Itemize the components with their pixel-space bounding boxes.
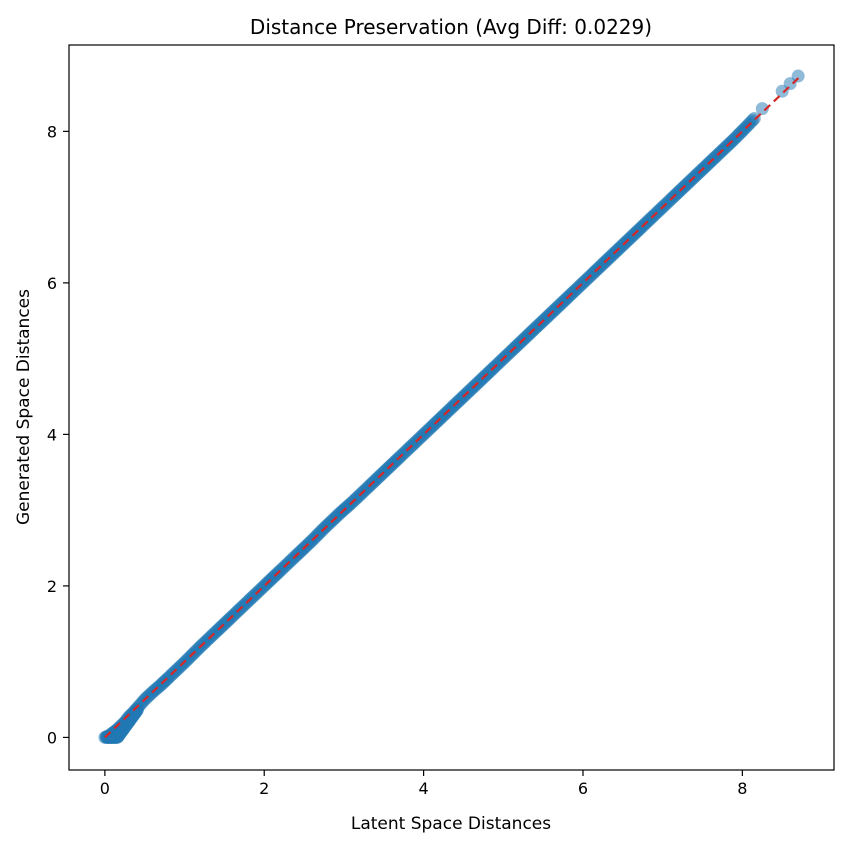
- x-axis: 0 2 4 6 8: [100, 770, 747, 798]
- y-tick-label: 8: [47, 122, 57, 141]
- x-tick-label: 4: [419, 779, 429, 798]
- reference-line: [104, 75, 802, 739]
- x-tick-label: 8: [737, 779, 747, 798]
- scatter-point: [131, 703, 145, 717]
- x-tick-label: 6: [578, 779, 588, 798]
- y-tick-label: 6: [47, 274, 57, 293]
- x-axis-label: Latent Space Distances: [351, 814, 551, 834]
- chart-title: Distance Preservation (Avg Diff: 0.0229): [250, 15, 652, 39]
- scatter-point: [755, 102, 769, 116]
- y-tick-label: 4: [47, 425, 57, 444]
- scatter-point: [791, 69, 805, 83]
- axes-frame: [68, 44, 835, 771]
- y-tick-label: 2: [47, 577, 57, 596]
- x-tick-label: 2: [259, 779, 269, 798]
- y-tick-label: 0: [47, 728, 57, 747]
- x-tick-label: 0: [100, 779, 110, 798]
- y-axis: 0 2 4 6 8: [47, 122, 69, 747]
- y-axis-label: Generated Space Distances: [14, 289, 34, 525]
- plot-area: [98, 69, 805, 744]
